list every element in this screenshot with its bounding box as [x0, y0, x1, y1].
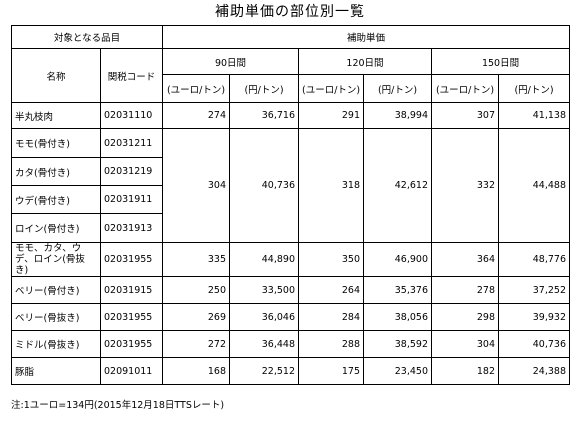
subsidy-table: 対象となる品目 補助単価 名称 関税コード 90日間 120日間 150日間 (…	[11, 25, 571, 385]
tariff-code: 02031955	[100, 303, 163, 331]
value-120-jpy: 38,994	[363, 102, 432, 129]
table-row: ベリー(骨抜き) 02031955 269 36,046 284 38,056 …	[11, 303, 571, 331]
subsidy-group-header: 補助単価	[161, 25, 571, 49]
table-row: 豚脂 02091011 168 22,512 175 23,450 182 24…	[11, 357, 571, 385]
value-90-jpy: 22,512	[229, 357, 299, 385]
table-row: ミドル(骨抜き) 02031955 272 36,448 288 38,592 …	[11, 330, 571, 358]
period-150-header: 150日間	[430, 48, 571, 75]
value-120-jpy: 35,376	[363, 276, 432, 304]
value-150-eur: 332	[431, 128, 499, 243]
value-90-eur: 272	[162, 330, 230, 358]
tariff-code: 02031915	[100, 276, 163, 304]
value-150-jpy: 37,252	[497, 276, 571, 304]
value-150-jpy: 44,488	[497, 128, 571, 243]
period-90-header: 90日間	[162, 48, 299, 75]
header-row-3: (ユーロ/トン) (円/トン) (ユーロ/トン) (円/トン) (ユーロ/トン)…	[12, 74, 571, 103]
value-120-eur: 264	[298, 276, 364, 304]
value-120-eur: 318	[298, 128, 364, 243]
unit-eur-header: (ユーロ/トン)	[431, 74, 499, 103]
value-90-eur: 269	[162, 303, 230, 331]
tariff-code: 02031110	[100, 102, 163, 129]
unit-jpy-header: (円/トン)	[363, 74, 432, 103]
value-120-eur: 350	[298, 242, 364, 277]
item-name: カタ(骨付き)	[11, 157, 101, 186]
table-row: 半丸枝肉 02031110 274 36,716 291 38,994 307 …	[11, 102, 571, 129]
period-120-header: 120日間	[298, 48, 432, 75]
value-150-eur: 182	[431, 357, 499, 385]
value-120-eur: 175	[298, 357, 364, 385]
value-90-eur: 304	[162, 128, 230, 243]
item-name: ロイン(骨付き)	[11, 213, 101, 243]
value-150-jpy: 41,138	[497, 102, 571, 129]
value-150-jpy: 39,932	[497, 303, 571, 331]
value-120-eur: 288	[298, 330, 364, 358]
value-150-eur: 307	[431, 102, 499, 129]
value-90-eur: 250	[162, 276, 230, 304]
item-name: 半丸枝肉	[11, 102, 101, 129]
value-90-jpy: 40,736	[229, 128, 299, 243]
header-row-2: 名称 関税コード 90日間 120日間 150日間	[11, 48, 571, 103]
value-90-eur: 274	[162, 102, 230, 129]
tariff-code: 02031219	[100, 157, 163, 186]
value-120-jpy: 38,056	[363, 303, 432, 331]
value-120-jpy: 38,592	[363, 330, 432, 358]
page-title: 補助単価の部位別一覧	[215, 4, 365, 20]
unit-eur-header: (ユーロ/トン)	[298, 74, 364, 103]
value-120-jpy: 42,612	[363, 128, 432, 243]
unit-jpy-header: (円/トン)	[497, 74, 571, 103]
table-row: モモ、カタ、ウデ、ロイン(骨抜き) 02031955 335 44,890 35…	[11, 242, 571, 277]
item-name: ウデ(骨付き)	[11, 185, 101, 214]
tariff-code: 02031955	[100, 330, 163, 358]
value-150-eur: 304	[431, 330, 499, 358]
unit-eur-header: (ユーロ/トン)	[162, 74, 230, 103]
value-90-jpy: 36,716	[229, 102, 299, 129]
value-120-eur: 284	[298, 303, 364, 331]
value-90-jpy: 33,500	[229, 276, 299, 304]
unit-jpy-header: (円/トン)	[229, 74, 299, 103]
item-name: モモ(骨付き)	[11, 128, 101, 158]
item-group-header: 対象となる品目	[11, 25, 163, 49]
value-120-eur: 291	[298, 102, 364, 129]
tariff-code: 02091011	[100, 357, 163, 385]
tariff-code: 02031913	[100, 213, 163, 243]
header-row-1: 対象となる品目 補助単価	[11, 25, 571, 49]
table-row: ウデ(骨付き) 02031911	[11, 185, 570, 214]
footnote: 注:1ユーロ=134円(2015年12月18日TTSレート)	[11, 400, 225, 411]
value-150-jpy: 24,388	[497, 357, 571, 385]
item-name: 豚脂	[11, 357, 101, 385]
value-90-eur: 168	[162, 357, 230, 385]
tariff-code: 02031211	[100, 128, 163, 158]
code-header: 関税コード	[100, 48, 163, 103]
value-150-eur: 278	[431, 276, 499, 304]
name-header: 名称	[11, 48, 101, 103]
value-150-jpy: 40,736	[497, 330, 571, 358]
value-150-eur: 298	[431, 303, 499, 331]
value-90-jpy: 36,046	[229, 303, 299, 331]
table-row: モモ(骨付き) 02031211 304 40,736 318 42,612 3…	[11, 128, 571, 243]
table-row: ロイン(骨付き) 02031913	[11, 213, 570, 243]
value-150-jpy: 48,776	[497, 242, 571, 277]
item-name: ミドル(骨抜き)	[11, 330, 101, 358]
value-120-jpy: 23,450	[363, 357, 432, 385]
tariff-code: 02031911	[100, 185, 163, 214]
item-name: モモ、カタ、ウデ、ロイン(骨抜き)	[11, 242, 101, 277]
item-name: ベリー(骨付き)	[11, 276, 101, 304]
value-120-jpy: 46,900	[363, 242, 432, 277]
tariff-code: 02031955	[100, 242, 163, 277]
value-150-eur: 364	[431, 242, 499, 277]
item-name: ベリー(骨抜き)	[11, 303, 101, 331]
value-90-jpy: 44,890	[229, 242, 299, 277]
value-90-jpy: 36,448	[229, 330, 299, 358]
value-90-eur: 335	[162, 242, 230, 277]
table-row: ベリー(骨付き) 02031915 250 33,500 264 35,376 …	[11, 276, 571, 304]
